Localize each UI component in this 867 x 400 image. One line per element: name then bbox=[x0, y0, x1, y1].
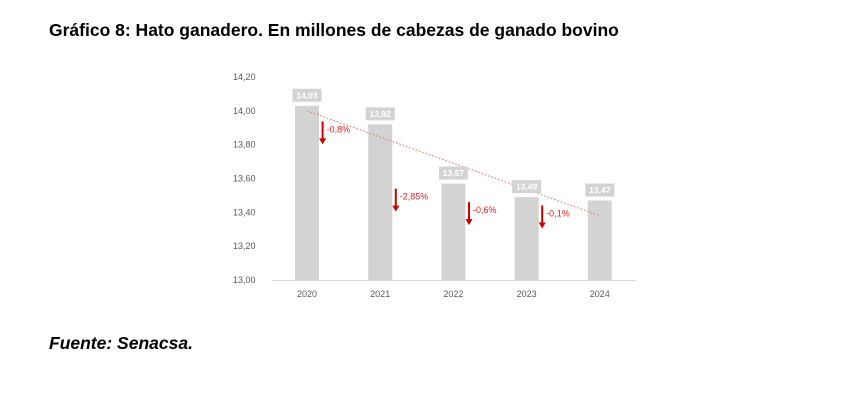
y-tick-label: 13,00 bbox=[233, 275, 256, 285]
trendline bbox=[306, 110, 601, 217]
y-tick-label: 14,00 bbox=[233, 106, 256, 116]
change-label: -2,85% bbox=[400, 192, 429, 202]
bar bbox=[587, 200, 612, 280]
y-tick-label: 13,20 bbox=[233, 241, 256, 251]
bar bbox=[295, 105, 319, 280]
down-arrowhead-icon bbox=[538, 222, 546, 229]
y-tick-label: 13,80 bbox=[233, 140, 256, 150]
x-tick-label: 2020 bbox=[297, 289, 317, 299]
data-label: 13,49 bbox=[516, 182, 538, 192]
data-label-box bbox=[438, 166, 468, 180]
data-label: 13,47 bbox=[589, 185, 611, 195]
data-label: 13,92 bbox=[370, 109, 392, 119]
data-label: 14,03 bbox=[296, 90, 318, 100]
x-tick-label: 2022 bbox=[443, 289, 463, 299]
change-label: -0,8% bbox=[327, 124, 351, 134]
bar bbox=[441, 183, 466, 280]
data-label-box bbox=[365, 107, 395, 121]
x-tick-label: 2023 bbox=[517, 289, 537, 299]
chart-title: Gráfico 8: Hato ganadero. En millones de… bbox=[49, 20, 619, 40]
data-label-box bbox=[512, 180, 542, 194]
change-label: -0,6% bbox=[473, 205, 497, 215]
bar bbox=[514, 197, 539, 280]
change-label: -0,1% bbox=[546, 208, 570, 218]
y-tick-label: 14,20 bbox=[233, 72, 256, 82]
down-arrowhead-icon bbox=[319, 138, 327, 145]
data-label-box bbox=[292, 88, 322, 102]
down-arrowhead-icon bbox=[392, 205, 400, 212]
source-note: Fuente: Senacsa. bbox=[49, 333, 193, 353]
x-tick-label: 2024 bbox=[590, 289, 610, 299]
x-tick-label: 2021 bbox=[370, 289, 390, 299]
y-tick-label: 13,40 bbox=[233, 207, 256, 217]
bar bbox=[368, 124, 393, 280]
y-tick-label: 13,60 bbox=[233, 174, 256, 184]
data-label-box bbox=[585, 183, 615, 197]
down-arrowhead-icon bbox=[465, 219, 473, 226]
data-label: 13,57 bbox=[443, 168, 465, 178]
